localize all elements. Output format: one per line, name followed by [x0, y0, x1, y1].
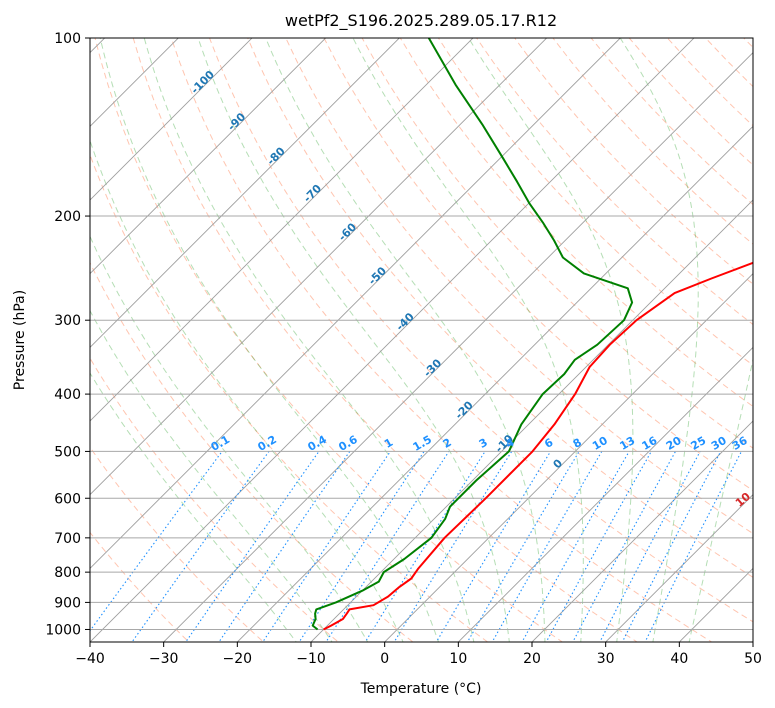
moist-adiabat-line: [90, 309, 333, 642]
temperature-profile-line: [323, 261, 753, 631]
moist-adiabat-line: [143, 38, 475, 642]
moist-adiabat-line: [619, 38, 699, 642]
x-tick-label: 20: [523, 651, 541, 667]
y-tick-label: 600: [54, 491, 81, 507]
y-tick-label: 900: [54, 595, 81, 611]
x-tick-label: 50: [744, 651, 762, 667]
y-tick-label: 700: [54, 531, 81, 547]
dry-adiabat-line: [514, 38, 753, 285]
y-tick-label: 400: [54, 387, 81, 403]
y-axis-ticks: 100 200 300 400 500 600 700 800 900 1000: [45, 31, 90, 638]
y-tick-label: 200: [54, 209, 81, 225]
moist-adiabat-line: [468, 38, 634, 642]
y-tick-label: 100: [54, 31, 81, 47]
moist-adiabat-line: [688, 356, 753, 642]
isotherm-line: [236, 125, 753, 642]
dry-adiabat-line: [90, 446, 265, 642]
dry-adiabat-line: [247, 38, 753, 578]
isotherm-line: [457, 346, 753, 642]
isotherm-line: [90, 38, 695, 642]
y-tick-label: 500: [54, 444, 81, 460]
dry-adiabat-line: [170, 38, 713, 642]
isotherm-line: [90, 38, 327, 275]
isotherm-line: [90, 38, 548, 496]
y-tick-label: 800: [54, 565, 81, 581]
dry-adiabat-line: [361, 38, 753, 449]
isotherm-line: [90, 38, 179, 127]
isotherms: [90, 38, 753, 642]
x-tick-label: −40: [75, 651, 105, 667]
isotherm-line: [310, 199, 753, 642]
y-tick-label: 300: [54, 313, 81, 329]
pressure-gridlines: [90, 38, 753, 630]
dry-adiabat-line: [90, 261, 414, 642]
x-tick-label: −20: [223, 651, 253, 667]
y-tick-label: 1000: [45, 622, 81, 638]
plot-frame: [89, 37, 754, 643]
dry-adiabats: [90, 38, 753, 642]
isotherm-line: [605, 494, 753, 642]
x-axis-ticks: −40 −30 −20 −10 0 10 20 30 40 50: [75, 642, 762, 667]
x-tick-label: 10: [449, 651, 467, 667]
x-tick-label: 30: [597, 651, 615, 667]
dewpoint-profile-line: [311, 38, 634, 631]
x-tick-label: −30: [149, 651, 179, 667]
dry-adiabat-line: [208, 38, 753, 623]
dry-adiabat-line: [94, 38, 564, 642]
profile-series: [311, 38, 753, 631]
isotherm-line: [90, 38, 400, 348]
isotherm-line: [384, 273, 753, 642]
x-tick-label: 40: [670, 651, 688, 667]
dry-adiabat-line: [476, 38, 753, 326]
isotherm-line: [90, 38, 253, 201]
x-tick-label: 0: [380, 651, 389, 667]
isotherm-line: [90, 38, 474, 422]
plot-area: [90, 38, 753, 642]
y-axis-label: Pressure (hPa): [12, 290, 28, 390]
dry-adiabat-line: [90, 153, 489, 642]
dry-adiabat-line: [90, 357, 339, 642]
isotherm-line: [163, 52, 753, 642]
isotherm-line: [531, 420, 753, 642]
dry-adiabat-line: [132, 38, 638, 642]
x-axis-label: Temperature (°C): [360, 681, 482, 697]
x-tick-label: −10: [296, 651, 326, 667]
moist-adiabat-line: [265, 38, 546, 642]
dry-adiabat-line: [323, 38, 753, 492]
isotherm-line: [90, 38, 621, 569]
chart-title: wetPf2_S196.2025.289.05.17.R12: [285, 11, 557, 31]
dry-adiabat-line: [90, 531, 190, 642]
